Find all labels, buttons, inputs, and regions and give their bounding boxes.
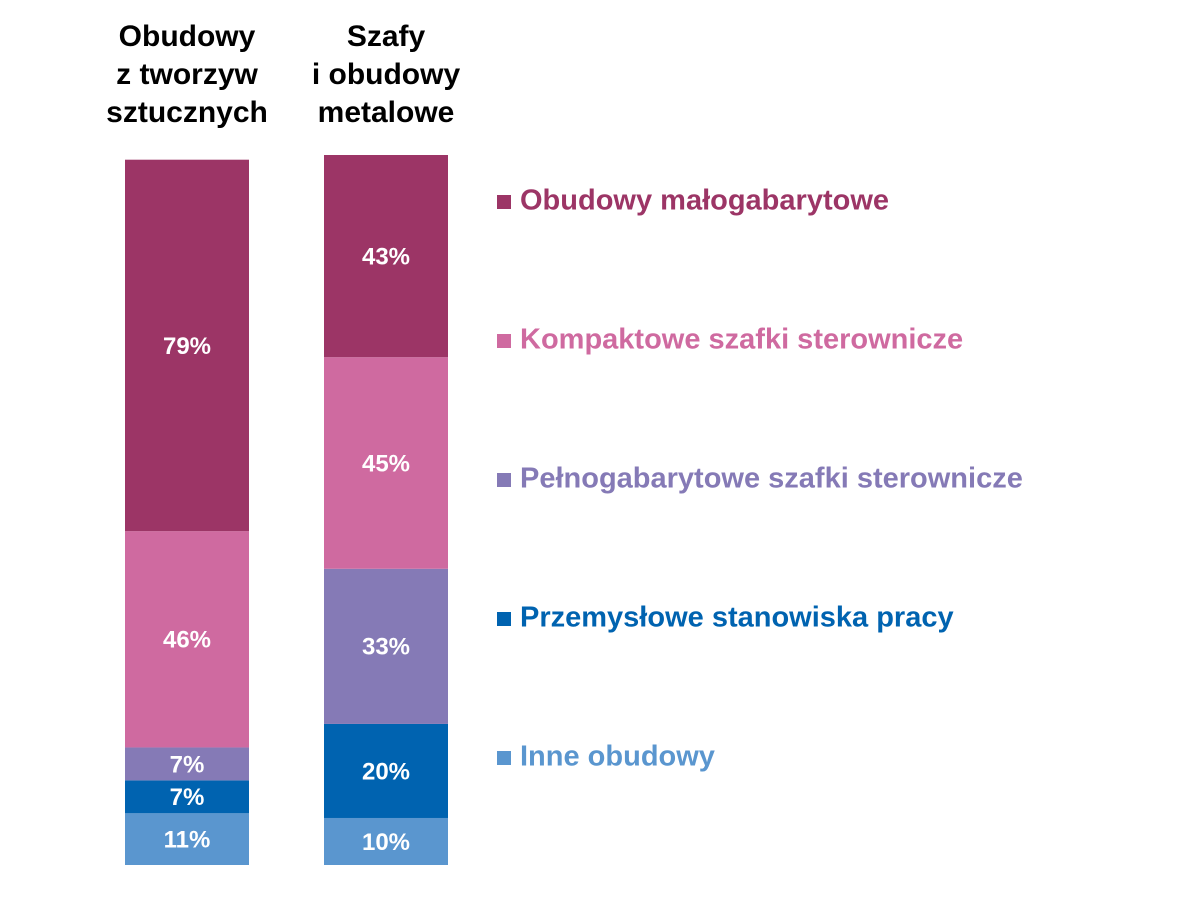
value-label: 43% xyxy=(362,243,410,270)
bar-segment xyxy=(125,159,249,532)
category-label: Szafy i obudowy metalowe xyxy=(312,20,461,129)
value-label: 7% xyxy=(170,751,205,778)
value-label: 11% xyxy=(164,826,211,853)
bar-segment xyxy=(324,723,448,818)
value-label: 45% xyxy=(362,450,410,477)
bar-segment xyxy=(125,780,249,814)
value-label: 46% xyxy=(163,627,211,654)
legend-label: Inne obudowy xyxy=(520,741,715,773)
legend-marker xyxy=(497,334,511,348)
bar-segment xyxy=(324,357,448,569)
legend-label: Przemysłowe stanowiska pracy xyxy=(520,602,954,634)
bar-segment xyxy=(324,817,448,865)
value-label: 20% xyxy=(362,758,410,785)
legend-marker xyxy=(497,473,511,487)
value-label: 10% xyxy=(362,829,410,856)
value-label: 7% xyxy=(170,784,205,811)
legend-label: Kompaktowe szafki sterownicze xyxy=(520,324,963,356)
legend-label: Pełnogabarytowe szafki sterownicze xyxy=(520,463,1023,495)
bar-segment xyxy=(125,531,249,748)
legend-label: Obudowy małogabarytowe xyxy=(520,185,889,217)
bar-segment xyxy=(125,813,249,865)
value-label: 33% xyxy=(362,634,410,661)
bar-segment xyxy=(324,568,448,724)
legend-marker xyxy=(497,195,511,209)
bar-segment xyxy=(125,747,249,781)
category-label: Obudowy z tworzyw sztucznych xyxy=(106,20,268,129)
value-label: 79% xyxy=(163,333,211,360)
bar-segment xyxy=(324,155,448,358)
legend-marker xyxy=(497,612,511,626)
legend-marker xyxy=(497,751,511,765)
